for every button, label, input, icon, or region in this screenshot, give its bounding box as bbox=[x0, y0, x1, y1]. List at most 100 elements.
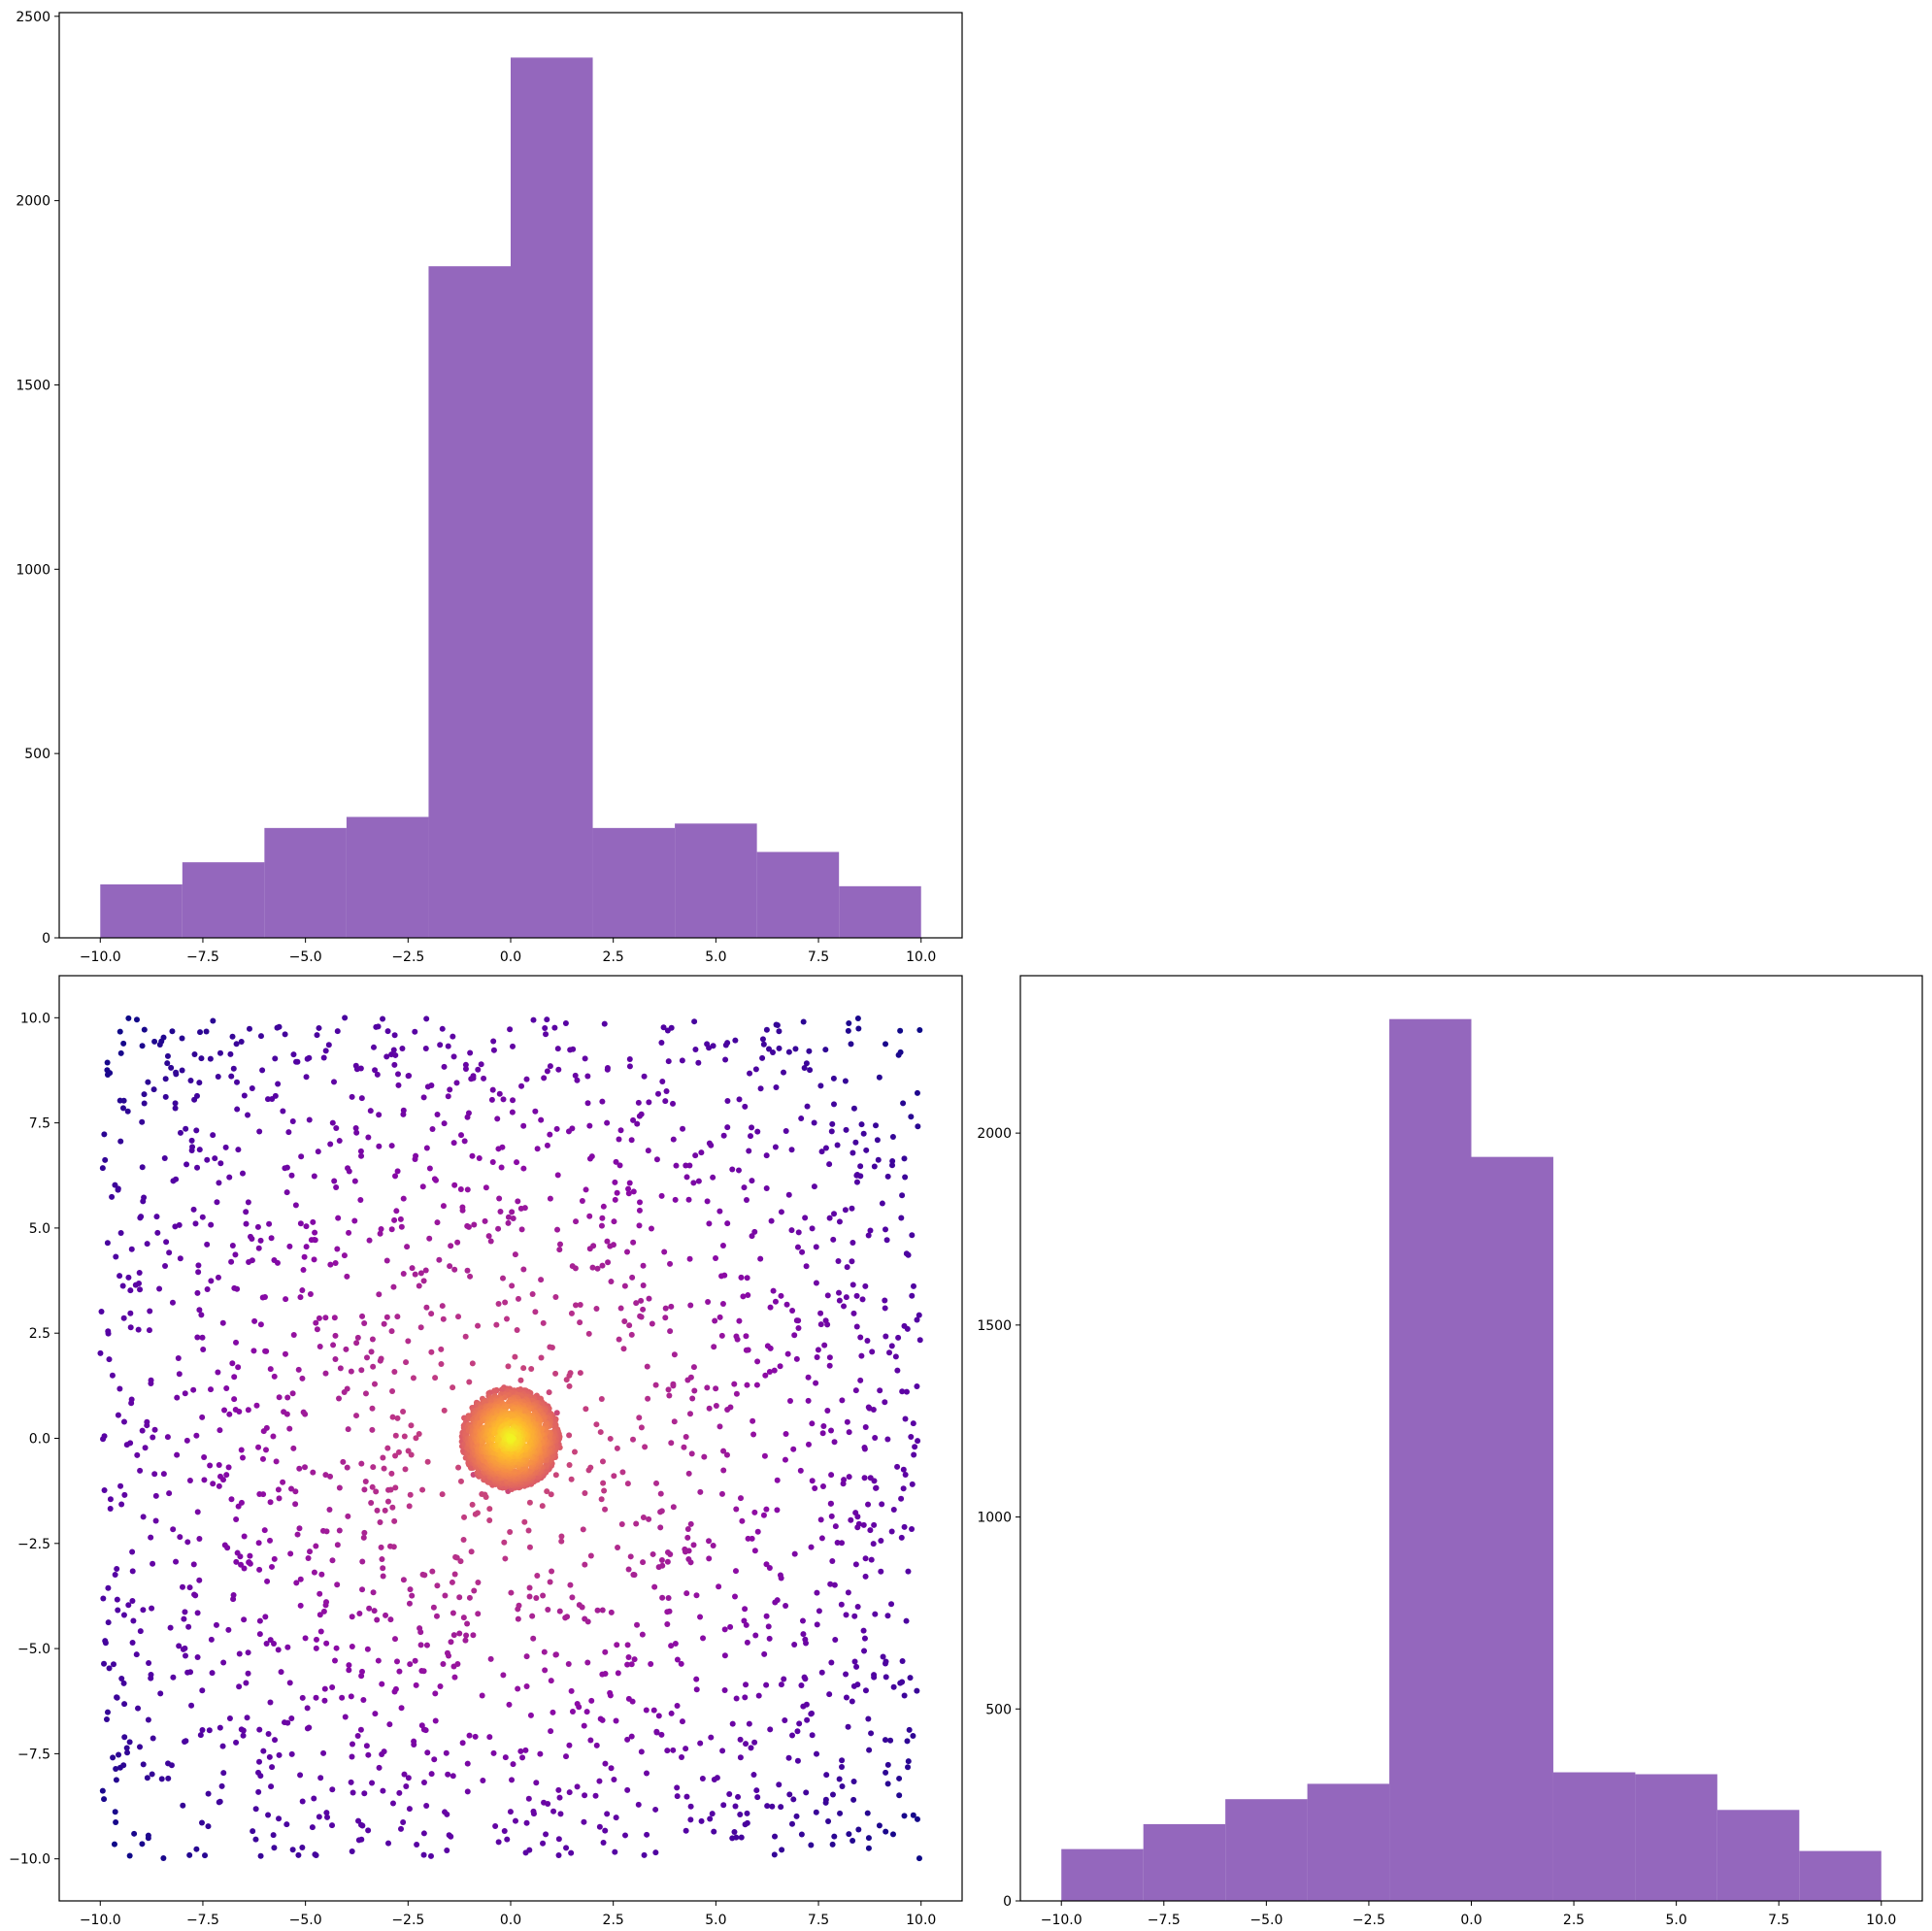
scatter-point bbox=[130, 1617, 137, 1624]
scatter-point bbox=[173, 1176, 180, 1182]
scatter-point bbox=[106, 1665, 113, 1672]
scatter-point bbox=[620, 1346, 627, 1352]
scatter-point bbox=[375, 1657, 382, 1664]
scatter-point bbox=[250, 1348, 257, 1354]
scatter-point bbox=[349, 1093, 355, 1100]
scatter-point bbox=[771, 1851, 778, 1858]
scatter-point bbox=[704, 1198, 711, 1205]
scatter-point bbox=[541, 1075, 548, 1082]
scatter-point bbox=[310, 1218, 316, 1225]
scatter-point bbox=[103, 1716, 110, 1723]
scatter-point bbox=[457, 1186, 464, 1193]
scatter-point bbox=[145, 1716, 151, 1723]
scatter-point bbox=[894, 1367, 901, 1374]
scatter-point bbox=[837, 1810, 844, 1816]
scatter-point bbox=[342, 1015, 349, 1021]
scatter-point bbox=[163, 1239, 170, 1246]
scatter-point bbox=[226, 1715, 233, 1721]
scatter-point bbox=[121, 1701, 128, 1708]
scatter-point bbox=[530, 1808, 537, 1814]
scatter-point bbox=[346, 1662, 352, 1669]
scatter-point bbox=[299, 1694, 306, 1701]
y-tick-label: 2000 bbox=[977, 1126, 1012, 1142]
scatter-point bbox=[764, 1343, 771, 1349]
scatter-point bbox=[853, 1292, 860, 1299]
scatter-point bbox=[120, 1612, 127, 1618]
scatter-point bbox=[602, 1506, 609, 1513]
scatter-point bbox=[740, 1293, 747, 1300]
scatter-point bbox=[241, 1092, 248, 1099]
scatter-point bbox=[151, 1038, 158, 1045]
scatter-point bbox=[225, 1464, 232, 1471]
scatter-point bbox=[757, 1255, 764, 1262]
scatter-point bbox=[152, 1517, 159, 1524]
scatter-point bbox=[843, 1671, 849, 1678]
scatter-point bbox=[512, 1251, 518, 1258]
scatter-point bbox=[508, 1589, 515, 1596]
scatter-point bbox=[280, 1479, 286, 1485]
scatter-point bbox=[113, 1253, 119, 1260]
scatter-point bbox=[466, 1379, 473, 1385]
scatter-point bbox=[344, 1385, 350, 1392]
scatter-point bbox=[276, 1394, 283, 1401]
scatter-point bbox=[499, 1275, 506, 1282]
scatter-point bbox=[381, 1320, 387, 1327]
x-tick-label: −2.5 bbox=[1352, 1913, 1385, 1928]
scatter-point bbox=[625, 1190, 632, 1197]
scatter-point bbox=[307, 1548, 314, 1555]
scatter-point bbox=[743, 1741, 749, 1748]
scatter-point bbox=[817, 1321, 824, 1328]
scatter-point bbox=[520, 1165, 527, 1172]
scatter-point bbox=[502, 1555, 509, 1562]
scatter-point bbox=[842, 1078, 849, 1084]
scatter-point bbox=[316, 1024, 322, 1031]
scatter-point bbox=[862, 1573, 869, 1580]
scatter-point bbox=[599, 1098, 606, 1105]
scatter-point bbox=[862, 1687, 869, 1694]
scatter-point bbox=[182, 1609, 188, 1615]
scatter-point bbox=[296, 1525, 303, 1532]
scatter-point bbox=[588, 1697, 595, 1704]
scatter-point bbox=[329, 1684, 336, 1691]
scatter-point bbox=[420, 1278, 427, 1284]
scatter-point bbox=[401, 1433, 408, 1440]
scatter-point bbox=[420, 1830, 427, 1837]
scatter-point bbox=[526, 1847, 533, 1853]
scatter-point bbox=[817, 1516, 824, 1523]
scatter-point bbox=[186, 1851, 193, 1858]
scatter-point bbox=[533, 1780, 540, 1786]
scatter-point bbox=[693, 1592, 700, 1599]
scatter-point bbox=[463, 1632, 470, 1639]
scatter-point bbox=[269, 1096, 276, 1103]
scatter-point bbox=[187, 1669, 194, 1676]
histogram-bar bbox=[1389, 1018, 1472, 1901]
scatter-point bbox=[540, 1840, 547, 1847]
scatter-point bbox=[827, 1500, 834, 1507]
scatter-point bbox=[582, 1561, 588, 1568]
scatter-point bbox=[247, 1560, 253, 1567]
scatter-point bbox=[584, 1100, 591, 1107]
scatter-point bbox=[194, 1654, 201, 1661]
scatter-point bbox=[731, 1593, 738, 1600]
scatter-point bbox=[572, 1072, 579, 1079]
scatter-point bbox=[351, 1217, 358, 1224]
scatter-point bbox=[657, 1490, 664, 1497]
scatter-point bbox=[889, 1162, 896, 1169]
scatter-point bbox=[404, 1244, 411, 1250]
scatter-point bbox=[344, 1273, 350, 1280]
scatter-point bbox=[368, 1348, 375, 1355]
scatter-point bbox=[760, 1512, 767, 1518]
scatter-point bbox=[494, 1115, 501, 1122]
scatter-point bbox=[354, 1334, 361, 1341]
scatter-point bbox=[200, 1346, 207, 1352]
scatter-point bbox=[510, 1097, 516, 1104]
scatter-point bbox=[320, 1054, 327, 1061]
scatter-point bbox=[670, 1747, 677, 1753]
scatter-point bbox=[518, 1226, 525, 1233]
scatter-point bbox=[633, 1300, 640, 1307]
scatter-point bbox=[428, 1311, 435, 1317]
scatter-point bbox=[642, 1444, 649, 1450]
scatter-point bbox=[608, 1765, 615, 1772]
scatter-point bbox=[902, 1415, 909, 1422]
